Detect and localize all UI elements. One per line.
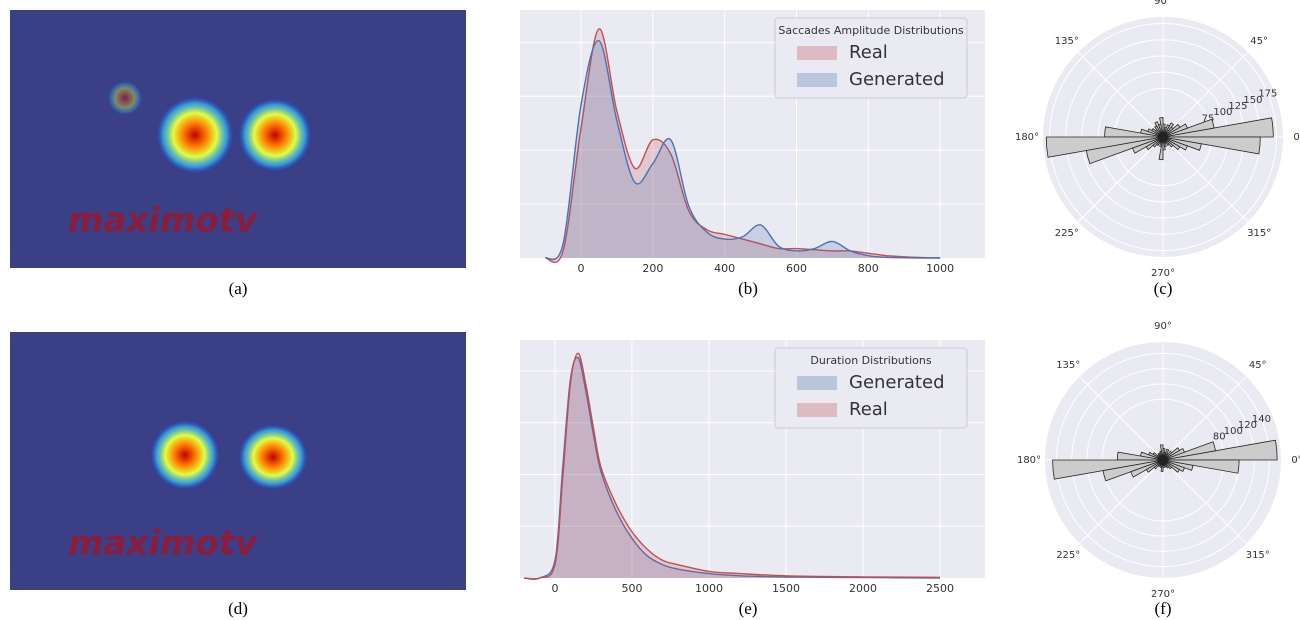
angular-grid bbox=[1162, 51, 1249, 138]
density-area bbox=[524, 353, 941, 579]
density-line bbox=[544, 28, 941, 264]
legend-label: Generated bbox=[849, 372, 945, 393]
legend-swatch bbox=[797, 73, 837, 87]
x-tick-label: 400 bbox=[714, 262, 735, 275]
angle-tick-label: 270° bbox=[1151, 589, 1175, 600]
polar-bar bbox=[1162, 124, 1171, 138]
angle-tick-label: 0° bbox=[1293, 132, 1300, 143]
angle-tick-label: 45° bbox=[1249, 360, 1267, 371]
x-tick-label: 1000 bbox=[695, 582, 723, 595]
legend-box bbox=[774, 347, 968, 429]
legend-label: Real bbox=[849, 42, 888, 63]
angle-tick-label: 90° bbox=[1154, 321, 1172, 332]
polar-bar bbox=[1162, 136, 1261, 155]
angular-grid bbox=[1079, 459, 1164, 544]
heat-blob bbox=[149, 419, 221, 491]
caption: (e) bbox=[739, 599, 758, 618]
legend-title: Saccades Amplitude Distributions bbox=[778, 24, 964, 37]
caption: (c) bbox=[1154, 279, 1173, 298]
watermark: maximotv bbox=[68, 201, 259, 241]
angular-grid bbox=[1079, 376, 1164, 461]
heat-blob bbox=[237, 97, 313, 173]
x-tick-label: 2500 bbox=[926, 582, 954, 595]
x-tick-label: 0 bbox=[551, 582, 558, 595]
heatmap-image: maximotv bbox=[10, 332, 466, 590]
x-tick-label: 600 bbox=[786, 262, 807, 275]
angle-tick-label: 315° bbox=[1247, 228, 1271, 239]
polar-bar bbox=[1162, 459, 1240, 474]
radial-tick-label: 175 bbox=[1258, 89, 1277, 100]
polar-bar bbox=[1158, 136, 1164, 161]
angular-grid bbox=[1162, 459, 1247, 544]
angle-tick-label: 90° bbox=[1154, 0, 1172, 7]
angle-tick-label: 225° bbox=[1055, 228, 1079, 239]
radial-tick-label: 125 bbox=[1228, 101, 1247, 112]
angular-grid bbox=[1077, 51, 1164, 138]
density-area bbox=[524, 357, 941, 580]
legend-swatch bbox=[797, 376, 837, 390]
x-tick-label: 1000 bbox=[926, 262, 954, 275]
angle-tick-label: 180° bbox=[1017, 455, 1041, 466]
x-tick-label: 2000 bbox=[849, 582, 877, 595]
density-line bbox=[544, 40, 941, 261]
legend-box bbox=[774, 17, 968, 99]
radial-tick-label: 140 bbox=[1252, 414, 1271, 425]
caption: (a) bbox=[229, 279, 248, 298]
angle-tick-label: 225° bbox=[1056, 550, 1080, 561]
x-tick-label: 1500 bbox=[772, 582, 800, 595]
legend-swatch bbox=[797, 46, 837, 60]
legend-swatch bbox=[797, 403, 837, 417]
radial-tick-label: 100 bbox=[1213, 107, 1232, 118]
angle-tick-label: 135° bbox=[1056, 360, 1080, 371]
radial-tick-label: 75 bbox=[1202, 113, 1215, 124]
density-area bbox=[545, 28, 941, 263]
watermark: maximotv bbox=[68, 524, 259, 564]
x-tick-label: 500 bbox=[621, 582, 642, 595]
caption: (b) bbox=[738, 279, 758, 298]
radial-tick-label: 100 bbox=[1224, 426, 1243, 437]
legend-title: Duration Distributions bbox=[810, 354, 931, 367]
heat-blob bbox=[155, 95, 235, 175]
angle-tick-label: 180° bbox=[1015, 132, 1039, 143]
density-line bbox=[524, 352, 941, 580]
angular-grid bbox=[1162, 136, 1249, 223]
radial-tick-label: 80 bbox=[1213, 432, 1226, 443]
polar-bar bbox=[1162, 448, 1170, 461]
angular-grid bbox=[1162, 376, 1247, 461]
angular-grid bbox=[1077, 136, 1164, 223]
x-tick-label: 800 bbox=[858, 262, 879, 275]
caption: (d) bbox=[228, 599, 248, 618]
heat-blob bbox=[107, 80, 143, 116]
x-tick-label: 0 bbox=[578, 262, 585, 275]
polar-bar bbox=[1160, 459, 1164, 472]
heat-blob bbox=[237, 423, 309, 491]
angle-tick-label: 0° bbox=[1291, 455, 1300, 466]
angle-tick-label: 135° bbox=[1055, 36, 1079, 47]
angle-tick-label: 270° bbox=[1151, 268, 1175, 279]
radial-tick-label: 150 bbox=[1243, 95, 1262, 106]
angle-tick-label: 315° bbox=[1246, 550, 1270, 561]
legend-label: Generated bbox=[849, 69, 945, 90]
heatmap-image: maximotv bbox=[10, 10, 466, 268]
density-line bbox=[524, 356, 941, 580]
radial-tick-label: 120 bbox=[1238, 420, 1257, 431]
density-area bbox=[545, 40, 941, 260]
angle-tick-label: 45° bbox=[1250, 36, 1268, 47]
legend-label: Real bbox=[849, 399, 888, 420]
x-tick-label: 200 bbox=[642, 262, 663, 275]
caption: (f) bbox=[1155, 599, 1172, 618]
polar-bar bbox=[1162, 122, 1174, 138]
